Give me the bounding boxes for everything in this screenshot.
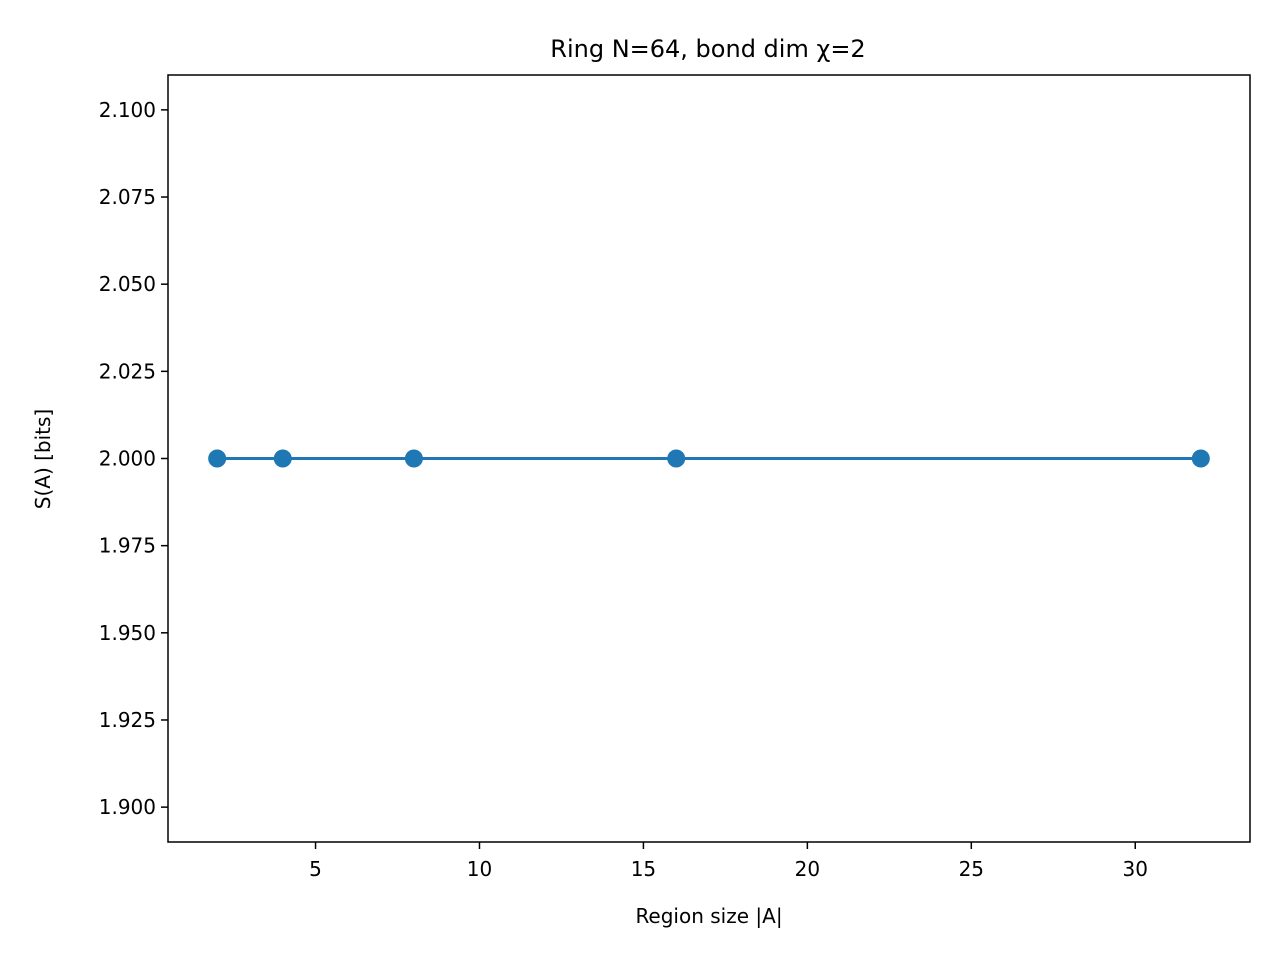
data-point <box>273 449 292 468</box>
plot-area <box>208 449 1210 468</box>
x-tick-label: 5 <box>309 857 322 881</box>
data-point <box>667 449 686 468</box>
x-tick-label: 20 <box>795 857 820 881</box>
data-point <box>208 449 227 468</box>
x-axis: 5 10 15 20 25 30 <box>309 842 1148 881</box>
y-tick-label: 1.925 <box>99 708 156 732</box>
y-tick-label: 2.000 <box>99 447 156 471</box>
data-point <box>1191 449 1210 468</box>
y-tick-label: 1.950 <box>99 621 156 645</box>
y-tick-label: 2.075 <box>99 185 156 209</box>
data-point <box>404 449 423 468</box>
y-tick-label: 1.975 <box>99 534 156 558</box>
y-tick-label: 1.900 <box>99 795 156 819</box>
x-tick-label: 15 <box>631 857 656 881</box>
y-tick-label: 2.050 <box>99 272 156 296</box>
y-tick-label: 2.025 <box>99 359 156 383</box>
x-tick-label: 10 <box>467 857 492 881</box>
x-axis-label: Region size |A| <box>635 904 782 928</box>
chart-title: Ring N=64, bond dim χ=2 <box>550 35 865 63</box>
y-axis-label: S(A) [bits] <box>31 409 55 509</box>
y-axis: 1.900 1.925 1.950 1.975 2.000 2.025 2.050 2.075… <box>99 98 168 819</box>
x-tick-label: 30 <box>1123 857 1148 881</box>
x-tick-label: 25 <box>959 857 984 881</box>
y-tick-label: 2.100 <box>99 98 156 122</box>
